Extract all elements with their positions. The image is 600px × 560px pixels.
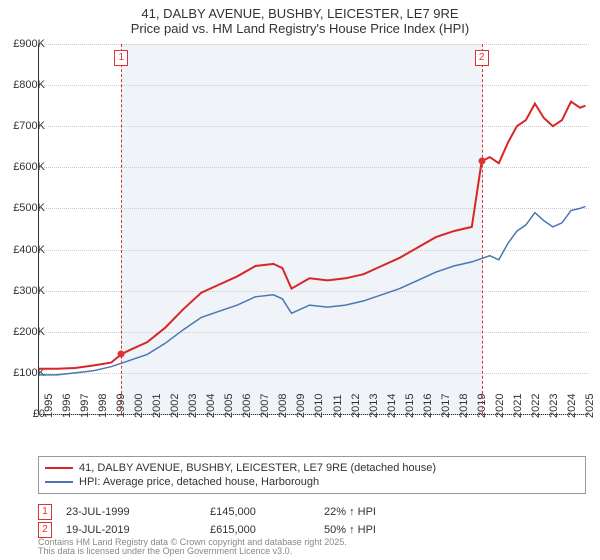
event-marker-box: 2 <box>38 522 52 538</box>
event-date: 19-JUL-2019 <box>66 524 196 536</box>
event-marker-box: 1 <box>38 504 52 520</box>
legend-item: HPI: Average price, detached house, Harb… <box>45 476 579 488</box>
event-date: 23-JUL-1999 <box>66 506 196 518</box>
marker-box: 2 <box>475 50 489 66</box>
legend-label: 41, DALBY AVENUE, BUSHBY, LEICESTER, LE7… <box>79 462 436 474</box>
legend-swatch <box>45 467 73 469</box>
marker-line <box>121 44 122 414</box>
title-line-1: 41, DALBY AVENUE, BUSHBY, LEICESTER, LE7… <box>0 6 600 21</box>
event-row: 1 23-JUL-1999 £145,000 22% ↑ HPI <box>38 504 444 520</box>
event-pct: 22% ↑ HPI <box>324 506 444 518</box>
marker-line <box>482 44 483 414</box>
marker-box: 1 <box>114 50 128 66</box>
chart-plot-area: 1995199619971998199920002001200220032004… <box>38 44 589 415</box>
event-row: 2 19-JUL-2019 £615,000 50% ↑ HPI <box>38 522 444 538</box>
event-price: £615,000 <box>210 524 310 536</box>
legend-item: 41, DALBY AVENUE, BUSHBY, LEICESTER, LE7… <box>45 462 579 474</box>
chart-legend: 41, DALBY AVENUE, BUSHBY, LEICESTER, LE7… <box>38 456 586 494</box>
event-pct: 50% ↑ HPI <box>324 524 444 536</box>
footer-line-2: This data is licensed under the Open Gov… <box>38 547 347 556</box>
sale-events: 1 23-JUL-1999 £145,000 22% ↑ HPI 2 19-JU… <box>38 502 444 540</box>
footer-attribution: Contains HM Land Registry data © Crown c… <box>38 538 347 556</box>
sale-dot <box>478 158 485 165</box>
event-price: £145,000 <box>210 506 310 518</box>
title-line-2: Price paid vs. HM Land Registry's House … <box>0 21 600 36</box>
legend-label: HPI: Average price, detached house, Harb… <box>79 476 319 488</box>
chart-title: 41, DALBY AVENUE, BUSHBY, LEICESTER, LE7… <box>0 0 600 36</box>
legend-swatch <box>45 481 73 483</box>
sale-dot <box>118 351 125 358</box>
